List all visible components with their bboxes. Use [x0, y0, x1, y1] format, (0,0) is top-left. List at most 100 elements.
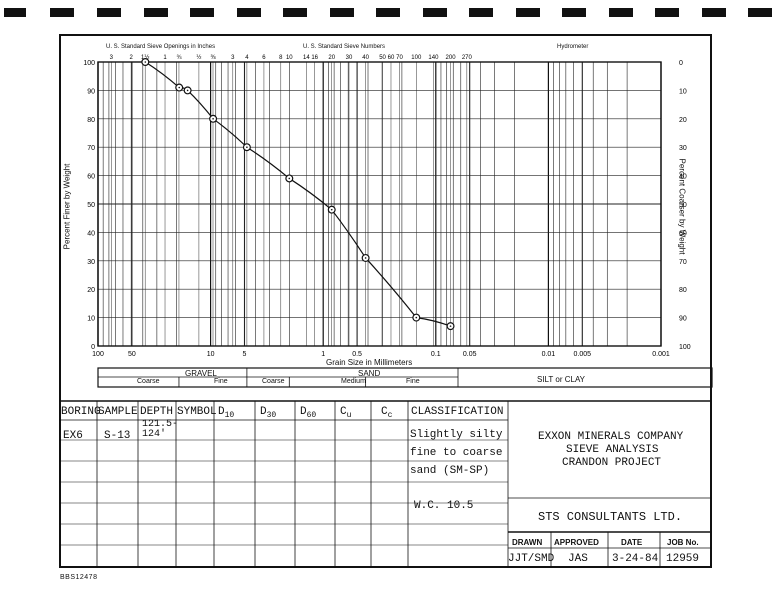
y-tick-label: 0: [91, 344, 95, 351]
cell-depth-line2: 124': [142, 429, 167, 440]
sieve-opening-label: 2: [129, 55, 133, 61]
y2-tick-label: 90: [679, 316, 687, 323]
sieve-number-label: 60: [388, 55, 395, 61]
edge-mark: [97, 8, 121, 17]
chart-grid: [97, 61, 662, 347]
edge-mark: [562, 8, 586, 17]
drawn-value: JJT/SMD: [508, 553, 555, 565]
edge-mark: [516, 8, 540, 17]
edge-mark: [4, 8, 26, 17]
y-tick-label: 60: [87, 174, 95, 181]
silt-clay-label: SILT or CLAY: [537, 375, 586, 384]
y2-tick-label: 100: [679, 344, 691, 351]
edge-mark: [748, 8, 772, 17]
sand-label: SAND: [358, 369, 381, 378]
x-tick-label: 0.01: [542, 351, 556, 358]
y-tick-label: 90: [87, 88, 95, 95]
document-stamp: BBS12478: [60, 574, 98, 581]
class-bar-border: [97, 367, 713, 388]
edge-mark: [144, 8, 168, 17]
gravel-coarse-label: Coarse: [137, 378, 160, 385]
data-point-center: [449, 325, 452, 327]
sieve-opening-label: 3: [231, 55, 235, 61]
approved-value: JAS: [568, 553, 588, 565]
cell-depth-line1: 121.5-: [142, 419, 179, 430]
sieve-number-label: 8: [279, 55, 283, 61]
y2-axis-label: Percent Coarser by Weight: [677, 158, 687, 255]
sieve-opening-label: ¾: [176, 55, 182, 61]
edge-mark: [423, 8, 447, 17]
header-d60: D60: [300, 406, 317, 421]
cell-classification-line1: Slightly silty: [410, 429, 503, 441]
sand-fine-label: Fine: [406, 378, 420, 385]
edge-mark: [330, 8, 354, 17]
y-tick-label: 70: [87, 145, 95, 152]
y2-tick-label: 10: [679, 88, 687, 95]
sieve-number-label: 50: [379, 55, 386, 61]
company-name: EXXON MINERALS COMPANY: [538, 431, 684, 443]
sieve-opening-label: ½: [196, 54, 201, 61]
date-label: DATE: [621, 538, 643, 547]
plot-border: [97, 61, 662, 347]
header-cu: Cu: [340, 406, 352, 421]
y-tick-label: 30: [87, 259, 95, 266]
data-point-center: [246, 146, 248, 148]
x-tick-label: 0.001: [652, 351, 670, 358]
x-tick-label: 0.1: [431, 351, 441, 358]
sieve-opening-label: ⅜: [210, 55, 216, 61]
y-tick-label: 50: [87, 202, 95, 209]
y2-tick-label: 50: [679, 202, 687, 209]
y2-tick-label: 70: [679, 259, 687, 266]
cell-water-content: W.C. 10.5: [414, 500, 474, 512]
y2-tick-label: 30: [679, 145, 687, 152]
y2-tick-label: 60: [679, 230, 687, 237]
x-tick-label: 10: [207, 351, 215, 358]
edge-mark: [376, 8, 400, 17]
edge-mark: [702, 8, 726, 17]
x-tick-label: 1: [321, 351, 325, 358]
sieve-number-label: 270: [462, 55, 473, 61]
y-tick-label: 100: [83, 60, 95, 67]
cell-sample: S-13: [104, 430, 131, 442]
data-point-center: [364, 257, 367, 259]
consultant-name: STS CONSULTANTS LTD.: [538, 510, 683, 524]
edge-mark: [469, 8, 493, 17]
gradation-curve: [141, 57, 455, 331]
edge-mark: [190, 8, 214, 17]
sieve-opening-label: 4: [245, 55, 249, 61]
sieve-opening-label: 1: [163, 55, 167, 61]
y-tick-label: 20: [87, 287, 95, 294]
hydrometer-title: Hydrometer: [557, 44, 589, 50]
x-tick-label: 0.05: [463, 351, 477, 358]
x-tick-label: 50: [128, 351, 136, 358]
sieve-number-label: 200: [446, 55, 457, 61]
edge-mark: [50, 8, 74, 17]
sand-coarse-label: Coarse: [262, 378, 285, 385]
y2-tick-label: 20: [679, 117, 687, 124]
project-name: CRANDON PROJECT: [562, 457, 662, 469]
y-axis-label: Percent Finer by Weight: [62, 163, 72, 250]
sieve-number-label: 40: [362, 55, 369, 61]
gravel-label: GRAVEL: [185, 369, 217, 378]
sieve-openings-title: U. S. Standard Sieve Openings in Inches: [106, 44, 216, 50]
classification-bar: [97, 367, 713, 388]
edge-mark: [283, 8, 307, 17]
sieve-number-label: 16: [311, 55, 318, 61]
x-tick-label: 5: [243, 351, 247, 358]
chart-axes: 100 50 10 5 1 0.5 0.1 0.05 0.01 0.005 0.0010102030…: [83, 54, 690, 358]
cell-classification-line2: fine to coarse: [410, 447, 503, 459]
x-tick-label: 100: [92, 351, 104, 358]
y-tick-label: 40: [87, 230, 95, 237]
header-depth: DEPTH: [140, 406, 174, 418]
y2-tick-label: 40: [679, 174, 687, 181]
sieve-number-label: 100: [411, 55, 422, 61]
data-point-center: [186, 89, 189, 92]
y2-tick-label: 80: [679, 287, 687, 294]
job-value: 12959: [666, 553, 700, 565]
edge-mark: [237, 8, 261, 17]
gradation-line: [144, 61, 451, 327]
cell-classification-line3: sand (SM-SP): [410, 465, 490, 477]
data-point-center: [415, 316, 418, 319]
sieve-number-label: 14: [303, 55, 310, 61]
